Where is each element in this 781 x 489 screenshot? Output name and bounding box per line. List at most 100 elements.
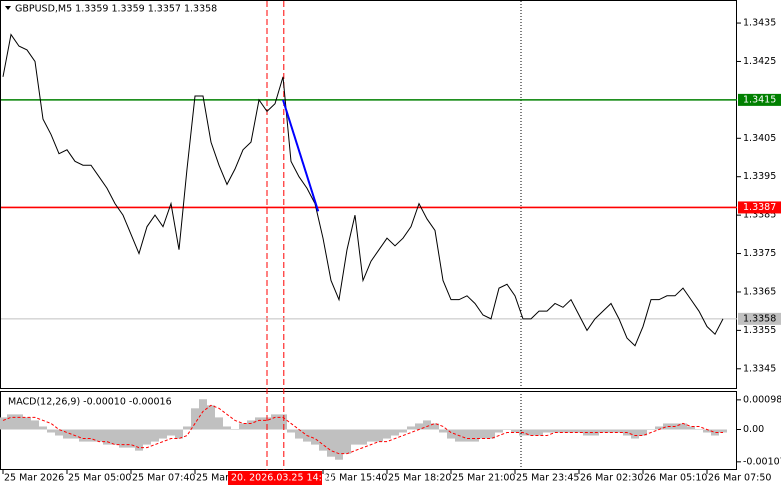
macd-bar [663, 423, 671, 430]
macd-bar [423, 420, 431, 430]
macd-bar [87, 429, 95, 442]
macd-bar [39, 426, 47, 430]
level-label-box [738, 312, 781, 325]
macd-bar [223, 426, 231, 430]
macd-bar [167, 429, 175, 436]
macd-bar [687, 426, 695, 430]
macd-title: MACD(12,26,9) -0.00010 -0.00016 [8, 397, 172, 408]
macd-bar [399, 429, 407, 433]
macd-bar [679, 423, 687, 430]
macd-bar [207, 405, 215, 430]
macd-y-tick-label: -0.00107 [743, 456, 781, 467]
x-tick-label: 25 Mar 18:20 [388, 473, 451, 484]
macd-y-tick-label: 0.00 [743, 424, 764, 435]
y-tick-label: 1.3395 [743, 171, 776, 182]
macd-bar [143, 429, 151, 445]
macd-bar [391, 429, 399, 436]
macd-bar [279, 414, 287, 430]
macd-bar [615, 429, 623, 433]
x-tick-label: 26 Mar 05:10 [644, 473, 707, 484]
y-tick-label: 1.3405 [743, 133, 776, 144]
macd-bar [567, 429, 575, 433]
macd-y-tick-label: 0.00098 [743, 394, 781, 405]
macd-bar [95, 429, 103, 442]
macd-bar [503, 429, 511, 430]
x-tick-label: 25 Mar 10:20 [196, 473, 259, 484]
macd-bar [367, 429, 375, 442]
macd-bar [79, 429, 87, 442]
macd-bar [463, 429, 471, 442]
plot-layer [0, 1, 737, 470]
level-label-box [738, 93, 781, 106]
macd-bar [383, 429, 391, 439]
level-label: 1.3415 [743, 94, 776, 105]
macd-bar [327, 429, 335, 457]
macd-bar [527, 429, 535, 436]
macd-bar [535, 429, 543, 436]
macd-bar [215, 417, 223, 430]
macd-bar [135, 429, 143, 451]
crosshair-label: 20. 2026.03.25 14:00 [231, 473, 334, 484]
macd-bar [479, 429, 487, 439]
macd-bar [543, 429, 551, 433]
macd-bar [607, 429, 615, 433]
macd-bar [655, 426, 663, 430]
macd-bar [271, 414, 279, 430]
macd-bar [239, 423, 247, 430]
macd-bar [191, 408, 199, 430]
level-label-box [738, 201, 781, 214]
price-line [2, 33, 724, 347]
macd-bar [311, 429, 319, 445]
macd-bar [231, 429, 239, 430]
macd-bar [255, 417, 263, 430]
y-tick-label: 1.3435 [743, 18, 776, 29]
macd-bar [471, 429, 479, 442]
macd-bar [495, 429, 503, 433]
macd-bar [119, 429, 127, 448]
trend-line [282, 99, 320, 212]
x-tick-label: 25 Mar 23:45 [516, 473, 579, 484]
macd-bar [23, 417, 31, 430]
macd-bar [71, 429, 79, 439]
macd-bar [343, 429, 351, 454]
macd-bar [575, 429, 583, 433]
x-tick-label: 25 Mar 15:40 [324, 473, 387, 484]
macd-bar [31, 420, 39, 430]
macd-bar [407, 426, 415, 430]
x-tick-label: 25 Mar 07:40 [132, 473, 195, 484]
macd-bar [7, 414, 15, 430]
y-tick-label: 1.3375 [743, 248, 776, 259]
macd-signal [2, 404, 723, 455]
macd-bar [415, 423, 423, 430]
macd-bar [247, 420, 255, 430]
macd-bar [183, 426, 191, 430]
macd-bar [351, 429, 359, 445]
macd-bar [175, 429, 183, 439]
macd-bar [359, 429, 367, 445]
macd-bar [295, 429, 303, 439]
macd-bar [263, 417, 271, 430]
x-tick-label: 25 Mar 21:00 [452, 473, 515, 484]
macd-bar [647, 429, 655, 430]
menu-triangle [5, 6, 11, 10]
macd-bar [111, 429, 119, 445]
macd-bar [559, 429, 567, 433]
macd-bar [335, 429, 343, 460]
macd-bar [287, 429, 295, 433]
y-tick-label: 1.3385 [743, 210, 776, 221]
macd-bar [151, 429, 159, 442]
macd-bar [695, 429, 703, 430]
macd-frame [0, 391, 737, 470]
macd-bar [431, 423, 439, 430]
macd-bar [439, 429, 447, 433]
macd-bar [199, 399, 207, 430]
macd-bar [639, 429, 647, 436]
macd-bar [511, 429, 519, 433]
x-tick-label: 25 Mar 05:00 [68, 473, 131, 484]
macd-bar [63, 429, 71, 439]
y-tick-label: 1.3345 [743, 363, 776, 374]
macd-bar [15, 414, 23, 430]
macd-bar [599, 429, 607, 433]
macd-bar [127, 429, 135, 448]
